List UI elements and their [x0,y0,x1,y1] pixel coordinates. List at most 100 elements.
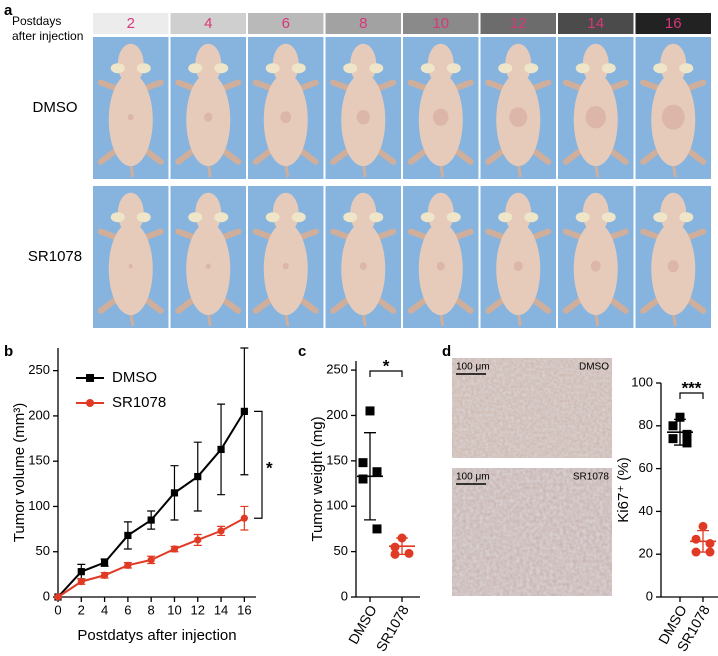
mouse-leg [684,295,707,314]
mouse-leg [219,228,242,241]
mouse-head [350,43,377,85]
mouse-leg [97,295,120,314]
mouse-ear [265,63,280,74]
mouse-ear [446,212,461,223]
y-tick-label: 60 [639,460,653,475]
day-label: 8 [359,15,367,32]
marker [390,542,400,552]
mouse-ear [369,212,384,223]
significance-bracket [679,392,704,399]
mouse-leg [606,228,629,241]
y-tick-label: 0 [43,588,50,603]
y-tick-label: 100 [326,498,348,513]
mouse-ear [653,212,668,223]
marker [147,516,155,524]
mouse-ear [265,212,280,223]
mouse-tumor [282,262,289,270]
day-label: 16 [665,15,682,32]
panel-label: d [442,343,451,360]
mouse-leg [640,228,663,241]
marker [77,578,85,586]
significance-label: * [383,356,390,375]
mouse-tumor [432,108,449,126]
y-tick-label: 50 [334,543,348,558]
mouse-ear [575,212,590,223]
x-tick-label: 12 [191,602,205,617]
mouse-leg [562,79,585,92]
marker [54,593,62,601]
mouse-body [108,222,153,316]
marker [691,534,701,544]
marker [170,489,179,497]
mouse-ear [369,63,384,74]
mouse [97,192,164,327]
y-tick-label: 200 [326,407,348,422]
day-label: 14 [587,15,604,32]
mouse-leg [562,146,585,165]
mouse-leg [640,79,663,92]
mouse-leg [606,295,629,314]
marker [675,412,685,422]
mouse-leg [640,146,663,165]
y-tick-label: 20 [639,546,653,561]
x-tick-label: 14 [214,602,228,617]
marker [358,474,368,484]
significance-bracket [369,370,403,377]
legend-marker [86,399,94,407]
marker [100,558,109,567]
mouse-head [427,192,454,234]
mouse-ear [679,63,694,74]
mouse-leg [407,295,430,314]
mouse-leg [485,79,508,92]
marker [124,561,132,569]
mouse-ear [498,63,513,74]
header-text: after injection [12,29,83,43]
significance-label: *** [682,378,702,397]
day-box [635,13,711,34]
marker [194,536,202,544]
mouse-leg [252,295,275,314]
mouse-leg [562,295,585,314]
day-box [325,13,401,34]
mouse-leg [485,146,508,165]
mouse-ear [446,63,461,74]
x-tick-label: 4 [101,602,108,617]
mouse-tumor [128,263,133,269]
micrograph [452,468,612,596]
x-tick-label: 16 [237,602,251,617]
mouse-tumor [590,260,601,272]
mouse-ear [188,63,203,74]
y-tick-label: 250 [326,362,348,377]
mouse-leg [175,295,198,314]
mouse-ear [110,63,125,74]
legend-marker [86,374,94,382]
mouse-leg [606,146,629,165]
mouse-leg [296,295,319,314]
micrograph [452,358,612,458]
row-label: SR1078 [28,248,82,265]
mouse-tumor [513,261,523,272]
mouse-tumor [667,260,679,273]
mouse-tumor [127,113,134,121]
mouse [252,192,319,327]
mouse [330,192,397,327]
mouse-leg [451,79,474,92]
mouse [97,43,164,178]
mouse-head [505,43,532,85]
day-box [248,13,324,34]
mouse-ear [291,63,306,74]
mouse-leg [330,146,353,165]
day-label: 10 [432,15,449,32]
mouse-ear [136,63,151,74]
marker [240,514,248,522]
panel-label: a [4,2,13,19]
mouse [640,192,707,327]
mouse-head [660,43,687,85]
y-axis-label: Ki67⁺ (%) [615,457,632,522]
panel-label: b [4,343,13,360]
mouse-leg [451,146,474,165]
y-tick-label: 250 [28,362,50,377]
y-tick-label: 0 [341,588,348,603]
x-tick-label: 2 [78,602,85,617]
mouse-ear [188,212,203,223]
